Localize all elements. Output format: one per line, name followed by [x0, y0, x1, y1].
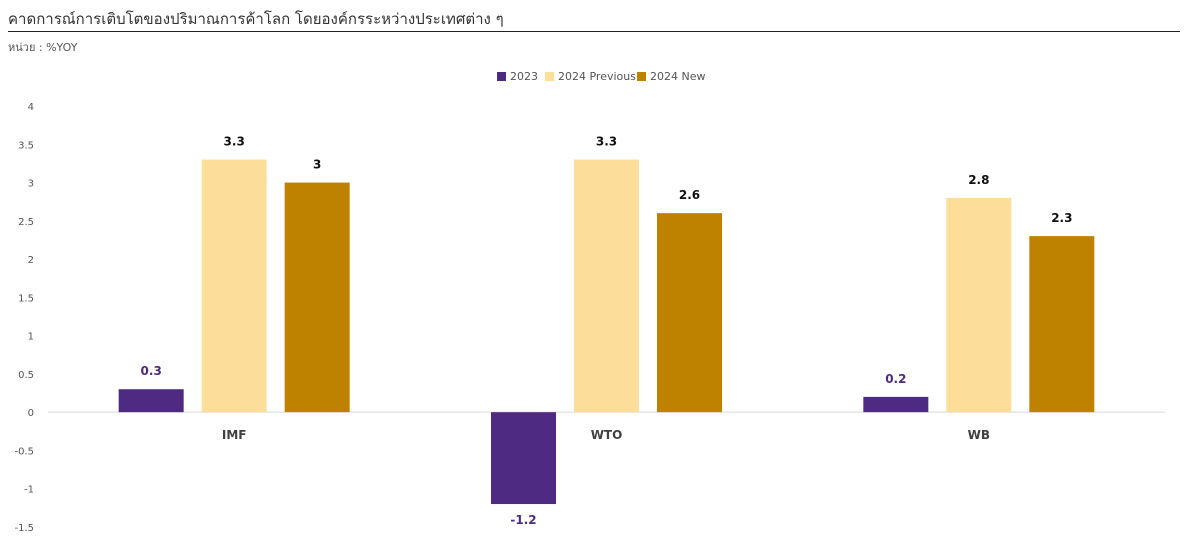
bar-wto-2024-new — [657, 213, 722, 413]
data-label-imf-2023: 0.3 — [141, 364, 162, 378]
data-label-wb-2024-new: 2.3 — [1051, 211, 1072, 225]
title-divider — [8, 31, 1180, 32]
y-tick-label-5: 1.5 — [18, 293, 34, 304]
y-tick-label-2: 3 — [28, 179, 34, 190]
bars — [118, 159, 1095, 505]
data-label-wto-2024-previous: 3.3 — [596, 135, 617, 149]
data-label-wto-2023: -1.2 — [510, 513, 536, 527]
y-tick-label-1: 3.5 — [18, 140, 34, 151]
y-tick-label-9: -0.5 — [14, 446, 34, 457]
bar-wb-2024-new — [1029, 236, 1095, 413]
chart-title: คาดการณ์การเติบโตของปริมาณการค้าโลก โดยอ… — [8, 10, 504, 28]
y-tick-label-3: 2.5 — [18, 217, 34, 228]
y-tick-label-7: 0.5 — [18, 370, 34, 381]
y-tick-label-0: 4 — [28, 102, 34, 113]
bar-wb-2023 — [863, 396, 929, 413]
bar-imf-2024-new — [284, 182, 350, 413]
legend-swatch-2024-previous — [545, 72, 554, 81]
legend-swatch-2024-new — [637, 72, 646, 81]
data-label-imf-2024-new: 3 — [313, 158, 321, 172]
bar-imf-2024-previous — [201, 159, 267, 413]
y-tick-label-4: 2 — [28, 255, 34, 266]
category-label-wb: WB — [968, 428, 990, 442]
legend: 2023 2024 Previous 2024 New — [497, 70, 705, 83]
legend-label-2023: 2023 — [510, 70, 538, 83]
category-labels: IMF WTO WB — [222, 428, 990, 442]
y-tick-label-6: 1 — [28, 332, 34, 343]
legend-swatch-2023 — [497, 72, 506, 81]
y-axis: 4 3.5 3 2.5 2 1.5 1 0.5 0 -0.5 -1 -1.5 — [14, 102, 34, 534]
unit-label: หน่วย : %YOY — [8, 41, 78, 54]
bar-imf-2023 — [118, 389, 184, 413]
bar-wto-2024-previous — [574, 159, 639, 413]
data-label-wb-2024-previous: 2.8 — [968, 173, 989, 187]
legend-label-2024-previous: 2024 Previous — [558, 70, 636, 83]
y-tick-label-11: -1.5 — [14, 523, 34, 534]
category-label-imf: IMF — [222, 428, 247, 442]
category-label-wto: WTO — [591, 428, 623, 442]
y-tick-label-10: -1 — [24, 485, 34, 496]
legend-label-2024-new: 2024 New — [650, 70, 705, 83]
chart-header: คาดการณ์การเติบโตของปริมาณการค้าโลก โดยอ… — [8, 0, 1180, 56]
bar-wb-2024-previous — [946, 197, 1012, 413]
y-tick-label-8: 0 — [28, 408, 34, 419]
data-label-imf-2024-previous: 3.3 — [224, 135, 245, 149]
data-label-wto-2024-new: 2.6 — [679, 188, 700, 202]
bar-wto-2023 — [491, 412, 556, 505]
data-labels: 0.3 3.3 3 -1.2 3.3 2.6 0.2 2.8 2.3 — [141, 135, 1073, 527]
data-label-wb-2023: 0.2 — [885, 372, 906, 386]
